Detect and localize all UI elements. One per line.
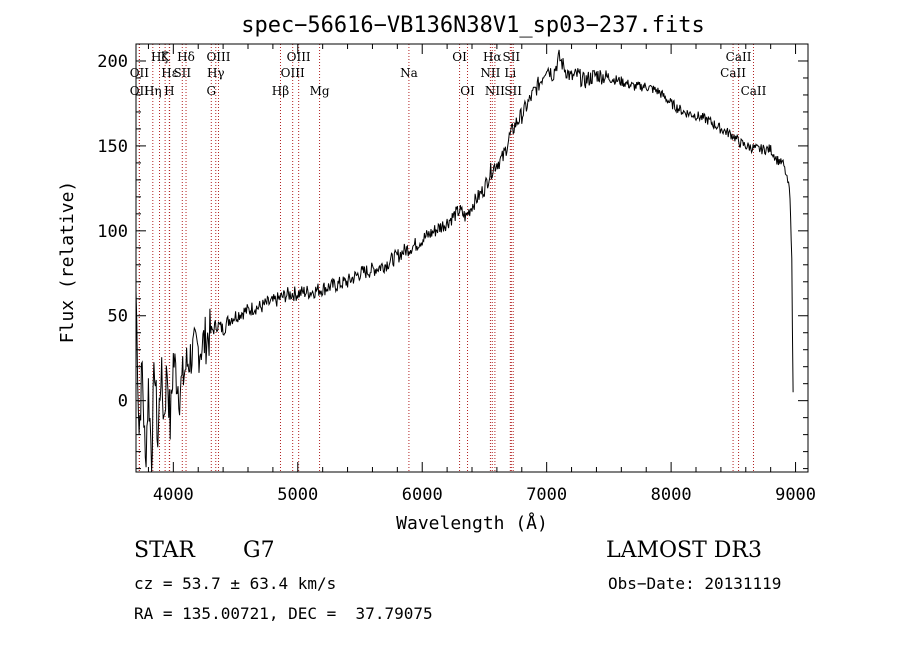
spectral-line-markers xyxy=(138,44,754,472)
line-label-1: K xyxy=(161,50,171,64)
line-label-9: OIII xyxy=(206,50,230,64)
y-axis-label: Flux (relative) xyxy=(57,181,78,344)
redshift-text: cz = 53.7 ± 63.4 km/s xyxy=(134,574,337,593)
line-label-15: Mg xyxy=(310,84,330,98)
line-label-13: OIII xyxy=(281,66,305,80)
line-label-17: OI xyxy=(452,50,467,64)
line-label-5: SII xyxy=(173,66,191,80)
line-label-4: Hε xyxy=(161,66,178,80)
line-label-27: CaII xyxy=(741,84,767,98)
line-label-26: CaII xyxy=(720,66,746,80)
line-label-2: Hδ xyxy=(177,50,195,64)
x-tick-label-5000: 5000 xyxy=(277,485,318,505)
plot-frame xyxy=(135,43,809,473)
survey-label: LAMOST DR3 xyxy=(606,538,762,563)
line-label-24: SII xyxy=(504,84,522,98)
x-tick-label-4000: 4000 xyxy=(153,485,194,505)
chart-title: spec−56616−VB136N38V1_sp03−237.fits xyxy=(241,13,705,38)
coordinates-text: RA = 135.00721, DEC = 37.79075 xyxy=(134,604,433,623)
line-label-8: H xyxy=(164,84,174,98)
series-layer xyxy=(135,49,794,472)
line-label-12: OIII xyxy=(287,50,311,64)
x-tick-label-9000: 9000 xyxy=(775,485,816,505)
line-label-20: SII xyxy=(502,50,520,64)
line-label-10: Hγ xyxy=(207,66,225,80)
x-tick-label-7000: 7000 xyxy=(526,485,567,505)
line-label-11: G xyxy=(206,84,216,98)
x-tick-label-8000: 8000 xyxy=(651,485,692,505)
line-label-19: Hα xyxy=(483,50,502,64)
subclass-label: G7 xyxy=(243,538,275,563)
y-tick-label-50: 50 xyxy=(108,307,128,327)
line-label-14: Hβ xyxy=(272,84,289,98)
line-label-16: Na xyxy=(400,66,418,80)
line-label-18: OI xyxy=(460,84,475,98)
x-axis-label: Wavelength (Å) xyxy=(396,512,548,534)
series-line-spectrum xyxy=(135,49,794,472)
line-label-21: NII xyxy=(480,66,500,80)
line-label-0: Hζ xyxy=(151,50,168,64)
axes: 4000 5000 6000 7000 8000 9000 0 50 100 150 200 xyxy=(97,43,816,505)
line-label-25: CaII xyxy=(726,50,752,64)
class-label: STAR xyxy=(134,538,195,563)
y-tick-label-200: 200 xyxy=(97,52,128,72)
obs-date-text: Obs−Date: 20131119 xyxy=(608,574,782,593)
x-tick-label-6000: 6000 xyxy=(402,485,443,505)
line-label-3: OII xyxy=(130,66,150,80)
y-tick-label-0: 0 xyxy=(118,392,128,412)
line-label-7: Hη xyxy=(144,84,162,98)
line-label-22: Li xyxy=(504,66,516,80)
y-tick-label-100: 100 xyxy=(97,222,128,242)
line-label-23: NII xyxy=(485,84,505,98)
line-label-6: OII xyxy=(130,84,150,98)
y-tick-label-150: 150 xyxy=(97,137,128,157)
